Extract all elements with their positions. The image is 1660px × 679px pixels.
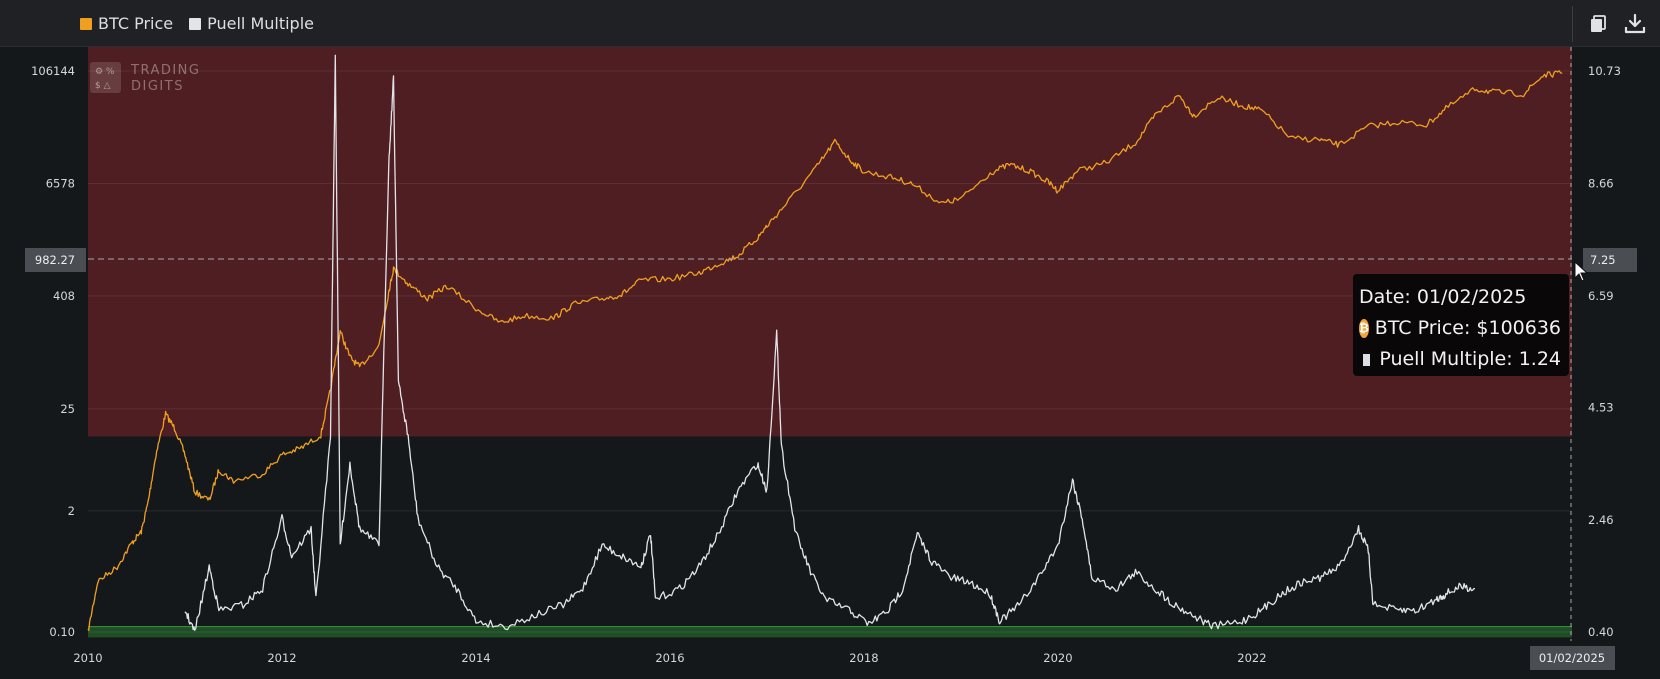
tooltip-btc: ₿ BTC Price: $100636 [1359, 313, 1561, 344]
copy-button[interactable] [1584, 10, 1612, 38]
legend: BTC Price Puell Multiple [80, 14, 314, 33]
x-tick-label-2020: 2020 [1043, 651, 1072, 665]
data-tooltip: Date: 01/02/2025 ₿ BTC Price: $100636 Pu… [1353, 274, 1569, 376]
chart-gridlines [88, 70, 1572, 633]
watermark-logo: ⚙ % $ △ TRADING DIGITS [90, 62, 200, 94]
chart-toolbar: BTC Price Puell Multiple [0, 0, 1660, 47]
legend-label-puell-multiple: Puell Multiple [207, 14, 314, 33]
band-overheated [88, 47, 1572, 437]
right-tick-label-2: 4.53 [1588, 401, 1614, 415]
legend-label-btc-price: BTC Price [98, 14, 174, 33]
x-tick-label-2016: 2016 [655, 651, 684, 665]
watermark-line-1: TRADING [130, 63, 200, 78]
copy-icon [1591, 15, 1606, 32]
left-tick-label-0: 0.10 [49, 625, 75, 639]
tooltip-btc-text: BTC Price: $100636 [1374, 317, 1562, 339]
crosshair: 982.27 7.25 01/02/2025 [25, 47, 1637, 670]
x-tick-label-2018: 2018 [849, 651, 878, 665]
download-button[interactable] [1621, 10, 1649, 38]
crosshair-date-value: 01/02/2025 [1539, 651, 1605, 665]
x-tick-label-2014: 2014 [461, 651, 490, 665]
crosshair-left-label-bg [25, 248, 86, 272]
left-tick-label-1: 2 [68, 504, 75, 518]
left-tick-label-2: 25 [60, 402, 75, 416]
tooltip-puell-text: Puell Multiple: 1.24 [1379, 348, 1561, 370]
band-undervalued [88, 626, 1572, 638]
tooltip-puell: Puell Multiple: 1.24 [1359, 344, 1561, 375]
btc-price-swatch [80, 17, 92, 30]
right-tick-label-1: 2.46 [1588, 513, 1614, 527]
left-tick-label-3: 408 [53, 289, 75, 303]
legend-item-btc-price[interactable]: BTC Price [80, 14, 173, 33]
x-tick-label-2022: 2022 [1237, 651, 1266, 665]
chart-bands [88, 47, 1572, 638]
crosshair-date-label-bg [1530, 646, 1615, 670]
svg-text:$ △: $ △ [95, 81, 111, 91]
x-tick-label-2010: 2010 [73, 651, 102, 665]
puell-square-icon [1363, 353, 1371, 366]
toolbar-divider [1572, 6, 1573, 42]
bitcoin-icon: ₿ [1359, 319, 1369, 338]
tooltip-date-text: Date: 01/02/2025 [1359, 286, 1527, 308]
watermark-line-2: DIGITS [131, 79, 184, 94]
left-tick-label-4: 6578 [46, 176, 75, 190]
series-puell-multiple [184, 54, 1475, 631]
series-btc-price [87, 70, 1563, 631]
left-tick-label-5: 106144 [31, 64, 75, 78]
legend-item-puell-multiple[interactable]: Puell Multiple [189, 14, 314, 33]
chart-series [87, 54, 1563, 631]
right-tick-label-4: 8.66 [1588, 176, 1614, 190]
download-icon [1624, 13, 1646, 34]
crosshair-right-label-bg [1583, 248, 1637, 272]
crosshair-left-value: 982.27 [35, 253, 75, 267]
svg-text:⚙ %: ⚙ % [95, 67, 115, 77]
puell-multiple-swatch [189, 17, 202, 30]
mouse-cursor-icon [1574, 260, 1589, 282]
crosshair-right-value: 7.25 [1590, 253, 1616, 267]
right-tick-label-3: 6.59 [1588, 289, 1614, 303]
right-tick-label-5: 10.73 [1588, 64, 1621, 78]
chart-axes: 0.10 2 25 408 6578 106144 0.40 2.46 4.53 6.59 8.66… [31, 64, 1621, 665]
right-tick-label-0: 0.40 [1588, 625, 1614, 639]
x-tick-label-2012: 2012 [267, 651, 296, 665]
tooltip-date: Date: 01/02/2025 [1359, 282, 1561, 313]
